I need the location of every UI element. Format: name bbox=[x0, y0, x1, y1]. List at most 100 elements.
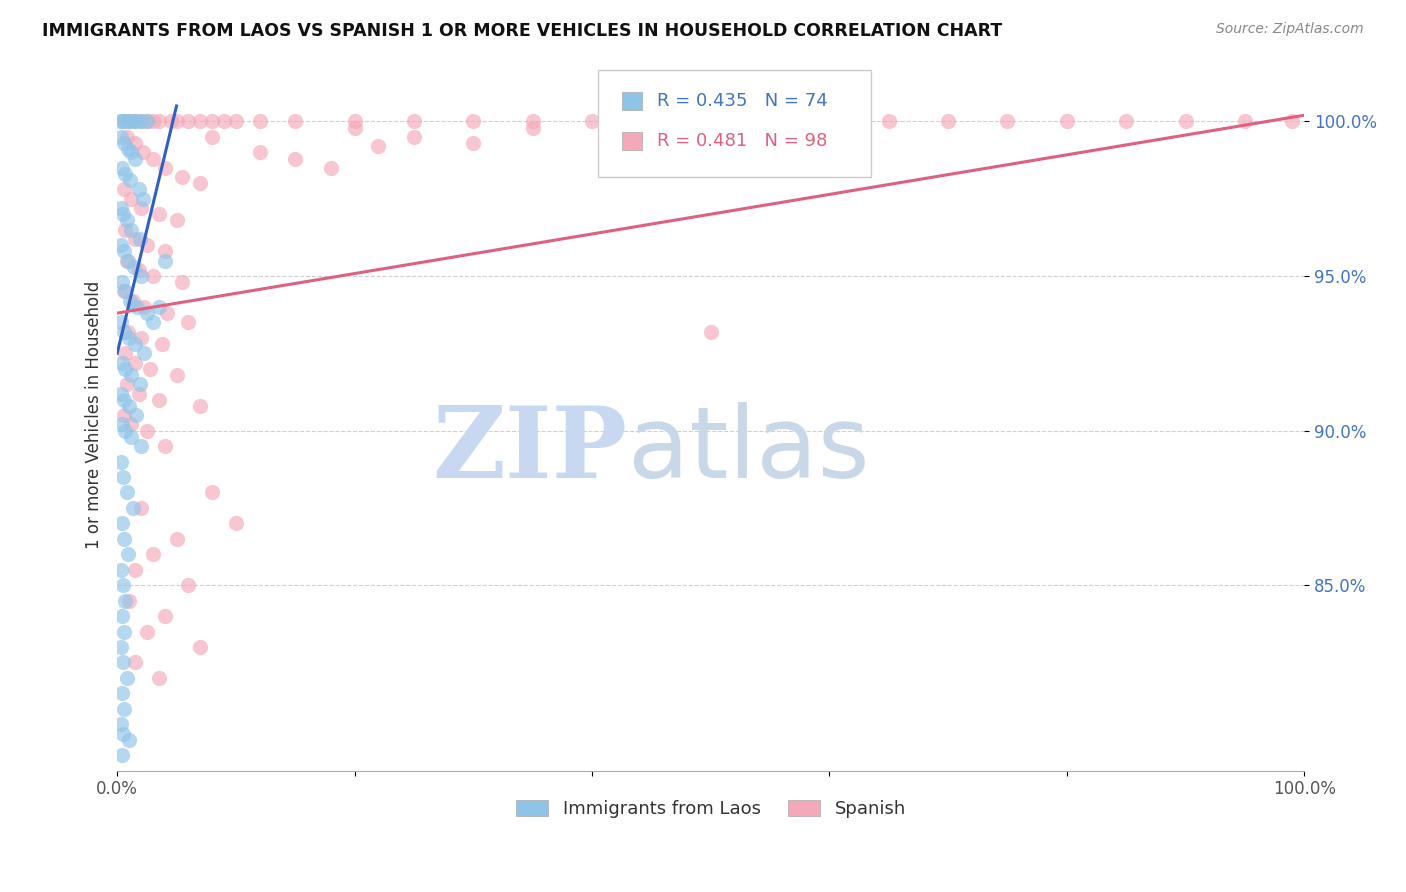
Point bbox=[134, 346, 156, 360]
Point bbox=[115, 129, 138, 144]
Point bbox=[142, 268, 165, 283]
Point bbox=[522, 114, 544, 128]
Point bbox=[112, 408, 135, 422]
Point bbox=[120, 368, 142, 382]
Point bbox=[115, 485, 138, 500]
Point bbox=[153, 244, 176, 259]
Point bbox=[112, 182, 135, 196]
Point bbox=[284, 114, 307, 128]
Point bbox=[110, 386, 132, 401]
Point bbox=[114, 167, 136, 181]
Point bbox=[125, 114, 148, 128]
Point bbox=[115, 377, 138, 392]
Point bbox=[759, 114, 782, 128]
Point bbox=[117, 325, 139, 339]
Point bbox=[699, 114, 721, 128]
Point bbox=[142, 315, 165, 329]
Point bbox=[120, 145, 142, 160]
Point bbox=[112, 702, 135, 716]
Point bbox=[128, 232, 150, 246]
Point bbox=[134, 300, 156, 314]
Point bbox=[132, 192, 155, 206]
Text: R = 0.435   N = 74: R = 0.435 N = 74 bbox=[657, 92, 828, 110]
Point bbox=[129, 331, 152, 345]
Text: ZIP: ZIP bbox=[433, 402, 627, 500]
Point bbox=[153, 439, 176, 453]
Point bbox=[128, 182, 150, 196]
Point bbox=[153, 253, 176, 268]
Point bbox=[936, 114, 959, 128]
Point bbox=[118, 114, 141, 128]
Point bbox=[463, 114, 485, 128]
Point bbox=[108, 114, 131, 128]
Point bbox=[110, 717, 132, 731]
Text: Source: ZipAtlas.com: Source: ZipAtlas.com bbox=[1216, 22, 1364, 37]
Point bbox=[132, 145, 155, 160]
Point bbox=[112, 114, 135, 128]
Point bbox=[110, 640, 132, 654]
Point bbox=[135, 424, 157, 438]
Point bbox=[115, 114, 138, 128]
Point bbox=[153, 161, 176, 175]
Point bbox=[201, 485, 224, 500]
Point bbox=[343, 120, 366, 135]
Point bbox=[112, 207, 135, 221]
Point bbox=[135, 306, 157, 320]
Point bbox=[117, 547, 139, 561]
Point bbox=[112, 285, 135, 299]
Point bbox=[114, 593, 136, 607]
Point bbox=[111, 355, 134, 369]
Point bbox=[367, 139, 389, 153]
Point bbox=[997, 114, 1019, 128]
Point bbox=[121, 114, 143, 128]
Point bbox=[129, 268, 152, 283]
Point bbox=[115, 253, 138, 268]
Point bbox=[120, 293, 142, 308]
Point bbox=[121, 500, 143, 515]
Point bbox=[1281, 114, 1303, 128]
Point bbox=[177, 578, 200, 592]
Point bbox=[129, 500, 152, 515]
Point bbox=[117, 253, 139, 268]
Point bbox=[115, 213, 138, 227]
Point bbox=[142, 547, 165, 561]
Point bbox=[125, 408, 148, 422]
Point bbox=[142, 114, 165, 128]
Text: atlas: atlas bbox=[627, 402, 869, 500]
Point bbox=[640, 114, 662, 128]
Point bbox=[605, 129, 627, 144]
Point bbox=[1115, 114, 1137, 128]
Point bbox=[188, 176, 211, 190]
Point bbox=[463, 136, 485, 150]
Point bbox=[110, 315, 132, 329]
Point bbox=[172, 170, 194, 185]
Point bbox=[114, 424, 136, 438]
Point bbox=[135, 624, 157, 639]
Point bbox=[111, 609, 134, 624]
Point bbox=[110, 201, 132, 215]
Y-axis label: 1 or more Vehicles in Household: 1 or more Vehicles in Household bbox=[86, 281, 103, 549]
Point bbox=[120, 173, 142, 187]
Point bbox=[121, 293, 143, 308]
Point bbox=[120, 430, 142, 444]
Point bbox=[118, 593, 141, 607]
Point bbox=[148, 114, 170, 128]
Point bbox=[118, 114, 141, 128]
Point bbox=[128, 377, 150, 392]
FancyBboxPatch shape bbox=[621, 92, 643, 110]
Point bbox=[112, 136, 135, 150]
Point bbox=[343, 114, 366, 128]
Point bbox=[148, 300, 170, 314]
Point bbox=[877, 114, 900, 128]
Point bbox=[124, 136, 146, 150]
Point bbox=[402, 114, 425, 128]
Point bbox=[114, 361, 136, 376]
Point bbox=[249, 145, 271, 160]
Point bbox=[110, 454, 132, 468]
FancyBboxPatch shape bbox=[598, 70, 870, 177]
Point bbox=[212, 114, 235, 128]
Point bbox=[114, 285, 136, 299]
Point bbox=[129, 114, 152, 128]
Point bbox=[159, 114, 181, 128]
Point bbox=[249, 114, 271, 128]
